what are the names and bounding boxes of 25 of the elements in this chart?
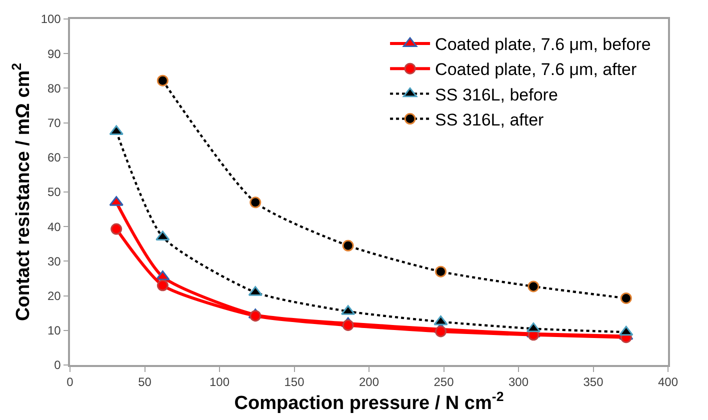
y-tick-label: 60 [47, 150, 62, 165]
y-tick-label: 70 [47, 116, 62, 130]
y-tick-label: 80 [47, 81, 62, 96]
x-tick-label: 250 [434, 375, 454, 390]
x-tick-label: 350 [583, 375, 604, 390]
y-tick-label: 0 [54, 358, 62, 372]
y-tick-label: 30 [47, 254, 62, 268]
y-tick-label: 90 [47, 46, 62, 61]
legend-label: SS 316L, before [435, 85, 558, 104]
y-tick-label: 40 [47, 220, 62, 234]
x-tick-label: 100 [209, 375, 230, 390]
x-tick-label: 0 [66, 375, 74, 390]
x-tick-label: 400 [658, 375, 678, 390]
legend-label: Coated plate, 7.6 μm, before [435, 35, 651, 54]
x-tick-label: 300 [508, 375, 529, 390]
x-tick-label: 150 [284, 375, 305, 390]
x-tick-label: 50 [138, 375, 152, 390]
y-tick-label: 100 [40, 12, 62, 26]
legend-label: Coated plate, 7.6 μm, after [435, 60, 638, 80]
y-tick-label: 10 [47, 324, 62, 338]
legend-label: SS 316L, after [435, 110, 544, 130]
y-tick-label: 50 [47, 185, 62, 200]
x-tick-label: 200 [358, 375, 380, 390]
x-axis-title: Compaction pressure / N cm$^{-2}$ [234, 389, 504, 414]
y-tick-label: 20 [47, 289, 62, 303]
